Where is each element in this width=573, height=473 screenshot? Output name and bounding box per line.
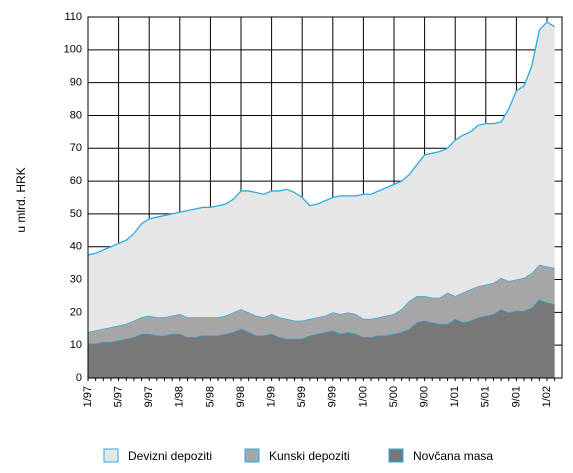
x-tick-label: 9/00 [419, 386, 431, 407]
x-tick-label: 5/99 [296, 386, 308, 407]
x-tick-label: 1/98 [174, 386, 186, 407]
x-tick-label: 1/97 [82, 386, 94, 407]
area [88, 264, 555, 344]
x-tick-label: 9/98 [235, 386, 247, 407]
x-tick-label: 1/02 [541, 386, 553, 407]
area [88, 299, 555, 378]
legend-swatch [244, 448, 260, 463]
legend-swatch [103, 448, 119, 463]
legend-swatch [388, 448, 404, 463]
legend-label: Kunski depoziti [269, 449, 350, 463]
y-tick-label: 70 [70, 142, 82, 154]
y-tick-label: 20 [70, 306, 82, 318]
y-axis-label: u mlrd. HRK [14, 167, 28, 232]
x-tick-label: 5/00 [388, 386, 400, 407]
y-tick-label: 60 [70, 175, 82, 187]
y-tick-label: 50 [70, 208, 82, 220]
x-tick-label: 1/01 [449, 386, 461, 407]
area-line [87, 21, 556, 256]
y-tick-label: 110 [64, 11, 82, 23]
legend-label: Devizni depoziti [128, 449, 212, 463]
area [88, 21, 555, 333]
x-tick-label: 5/98 [204, 386, 216, 407]
y-tick-label: 40 [70, 241, 82, 253]
legend-label: Novčana masa [413, 449, 493, 463]
y-tick-label: 30 [70, 273, 82, 285]
y-tick-label: 10 [70, 339, 82, 351]
y-tick-label: 0 [76, 372, 82, 384]
y-tick-label: 80 [70, 109, 82, 121]
x-tick-label: 9/97 [143, 386, 155, 407]
x-tick-label: 1/00 [357, 386, 369, 407]
x-tick-label: 9/99 [327, 386, 339, 407]
y-tick-label: 90 [70, 77, 82, 89]
x-tick-label: 5/01 [480, 386, 492, 407]
y-tick-label: 100 [64, 44, 82, 56]
x-tick-label: 9/01 [510, 386, 522, 407]
x-tick-label: 1/99 [266, 386, 278, 407]
x-tick-label: 5/97 [113, 386, 125, 407]
